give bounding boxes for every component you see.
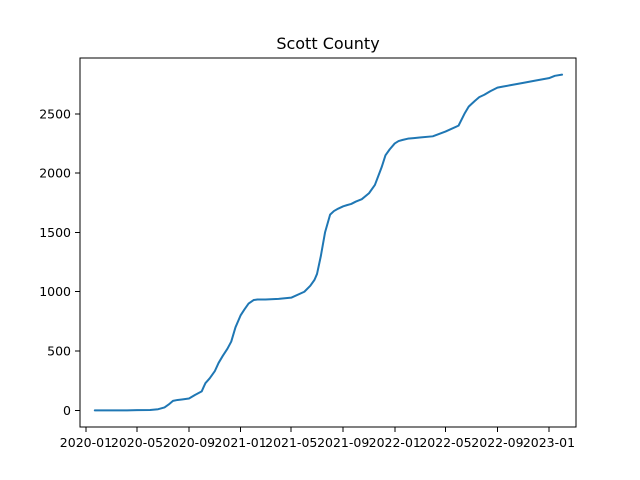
x-tick-label: 2021-09 bbox=[317, 435, 369, 450]
series-line bbox=[93, 73, 564, 412]
chart-title: Scott County bbox=[276, 34, 379, 53]
y-tick-label: 1500 bbox=[39, 225, 71, 240]
x-tick-label: 2020-05 bbox=[111, 435, 163, 450]
x-tick-label: 2020-09 bbox=[163, 435, 215, 450]
y-tick-label: 2500 bbox=[39, 106, 71, 121]
plot-area bbox=[93, 73, 564, 412]
y-tick-label: 1000 bbox=[39, 284, 71, 299]
x-tick-label: 2022-05 bbox=[419, 435, 471, 450]
x-tick-label: 2021-05 bbox=[265, 435, 317, 450]
y-tick-label: 0 bbox=[63, 403, 71, 418]
x-tick-label: 2023-01 bbox=[523, 435, 575, 450]
x-tick-label: 2021-01 bbox=[214, 435, 266, 450]
x-tick-label: 2022-01 bbox=[369, 435, 421, 450]
x-tick-label: 2022-09 bbox=[471, 435, 523, 450]
y-tick-label: 500 bbox=[47, 344, 71, 359]
y-tick-label: 2000 bbox=[39, 166, 71, 181]
axes-frame bbox=[79, 57, 577, 428]
x-tick-label: 2020-01 bbox=[60, 435, 112, 450]
y-axis: 0 500 1000 1500 2000 2500 bbox=[39, 106, 80, 418]
